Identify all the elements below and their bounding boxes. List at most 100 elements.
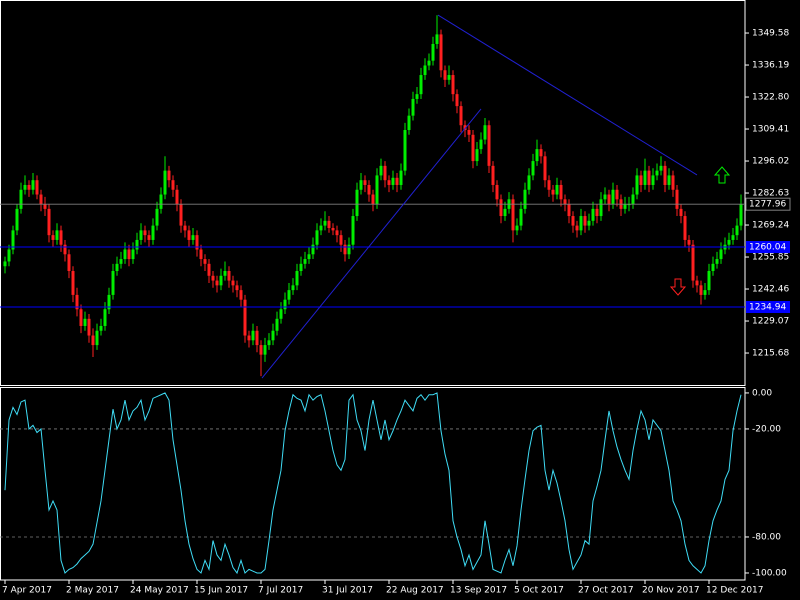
candle-body — [211, 275, 215, 281]
candle-body — [727, 239, 731, 245]
candle-body — [63, 244, 67, 255]
candle-body — [219, 275, 223, 286]
candle-body — [131, 249, 135, 260]
candle-body — [351, 216, 355, 245]
y-tick-label: 1269.24 — [752, 221, 789, 231]
x-tick-label: 12 Dec 2017 — [706, 586, 764, 596]
candle-body — [35, 180, 39, 195]
trend-line — [261, 108, 482, 379]
candle-body — [547, 180, 551, 190]
candle-body — [51, 235, 55, 240]
candle-body — [639, 175, 643, 185]
candle-body — [655, 170, 659, 176]
candle-body — [55, 230, 59, 240]
candle-body — [419, 75, 423, 95]
last-price-label: 1277.96 — [749, 200, 786, 210]
candle-body — [515, 225, 519, 231]
candle-body — [499, 199, 503, 217]
candle-body — [431, 43, 435, 61]
candle-body — [275, 318, 279, 331]
x-tick-label: 27 Oct 2017 — [578, 586, 634, 596]
x-tick-label: 5 Oct 2017 — [514, 586, 564, 596]
candle-body — [183, 225, 187, 231]
candle-body — [395, 177, 399, 185]
candle-body — [119, 259, 123, 264]
candle-body — [115, 263, 119, 272]
candle-body — [667, 175, 671, 185]
candle-body — [299, 263, 303, 272]
candle-body — [411, 98, 415, 116]
candle-body — [187, 230, 191, 240]
candle-body — [527, 175, 531, 190]
candle-body — [459, 106, 463, 126]
candle-body — [123, 249, 127, 260]
y-tick-label: 1309.41 — [752, 125, 789, 135]
candle-body — [535, 149, 539, 162]
candle-body — [447, 75, 451, 80]
candle-body — [735, 225, 739, 236]
candle-body — [235, 285, 239, 291]
candle-body — [195, 235, 199, 250]
x-tick-label: 20 Nov 2017 — [642, 586, 700, 596]
y-tick-label: 1336.19 — [752, 61, 789, 71]
candle-body — [371, 194, 375, 205]
candle-body — [471, 134, 475, 162]
candle-body — [583, 216, 587, 226]
candle-body — [151, 225, 155, 240]
candle-body — [607, 194, 611, 205]
candle-body — [479, 139, 483, 150]
y-tick-label: -20.00 — [752, 424, 781, 434]
candle-body — [203, 259, 207, 264]
y-tick-label: 1255.85 — [752, 253, 789, 263]
candle-body — [643, 170, 647, 185]
candle-body — [531, 161, 535, 176]
candle-body — [247, 335, 251, 341]
x-tick-label: 15 Jun 2017 — [194, 586, 248, 596]
candle-body — [231, 280, 235, 286]
candle-body — [591, 208, 595, 221]
candle-body — [339, 235, 343, 245]
candle-body — [39, 194, 43, 205]
candle-body — [711, 263, 715, 272]
candle-body — [223, 271, 227, 276]
candle-body — [691, 244, 695, 281]
candle-body — [427, 60, 431, 66]
candle-body — [227, 271, 231, 281]
candle-body — [575, 225, 579, 231]
y-tick-label: 1282.63 — [752, 189, 789, 199]
sell-arrow — [669, 278, 687, 296]
candle-body — [399, 170, 403, 185]
candle-body — [695, 280, 699, 286]
y-tick-label: 1229.07 — [752, 317, 789, 327]
level-label-box — [746, 300, 790, 313]
candle-body — [627, 204, 631, 206]
candle-body — [307, 254, 311, 260]
candle-body — [359, 180, 363, 190]
candle-body — [295, 271, 299, 286]
candle-body — [171, 180, 175, 190]
candle-body — [319, 225, 323, 231]
buy-arrow — [713, 166, 731, 184]
candle-body — [703, 290, 707, 295]
y-tick-label: 0.00 — [752, 388, 772, 398]
y-tick-label: 1349.58 — [752, 29, 789, 39]
candle-body — [587, 220, 591, 226]
candle-body — [439, 34, 443, 71]
candle-body — [335, 230, 339, 236]
candle-body — [367, 184, 371, 195]
candle-body — [503, 208, 507, 217]
candle-body — [363, 180, 367, 185]
candle-body — [487, 125, 491, 166]
candle-body — [615, 189, 619, 200]
candle-body — [651, 175, 655, 185]
candle-body — [355, 189, 359, 217]
candle-body — [679, 208, 683, 217]
candle-body — [279, 309, 283, 319]
candle-body — [287, 290, 291, 300]
candle-body — [683, 216, 687, 240]
candle-body — [83, 318, 87, 326]
candle-body — [59, 230, 63, 245]
candle-body — [191, 235, 195, 240]
candle-body — [375, 175, 379, 205]
